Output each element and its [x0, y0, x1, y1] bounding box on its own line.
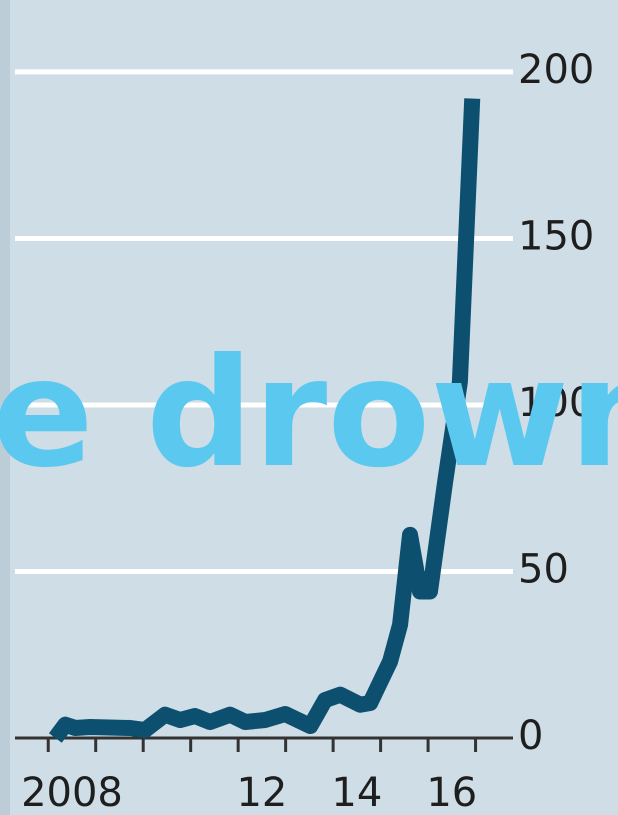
y-tick-label: 0	[518, 713, 543, 759]
x-tick-label: 14	[331, 770, 382, 815]
overlay-caption: e drownin	[0, 327, 618, 501]
plot-area: 0 50 100 150 200 2008 12 14 16	[15, 47, 594, 815]
line-series	[48, 98, 481, 743]
y-tick-label: 50	[518, 546, 569, 592]
x-tick-label: 16	[426, 770, 477, 815]
x-tick-label: 2008	[21, 770, 123, 815]
left-edge	[0, 0, 10, 815]
x-tick-label: 12	[236, 770, 287, 815]
y-tick-label: 150	[518, 213, 594, 259]
y-tick-label: 100	[518, 380, 594, 426]
y-tick-label: 200	[518, 47, 594, 93]
